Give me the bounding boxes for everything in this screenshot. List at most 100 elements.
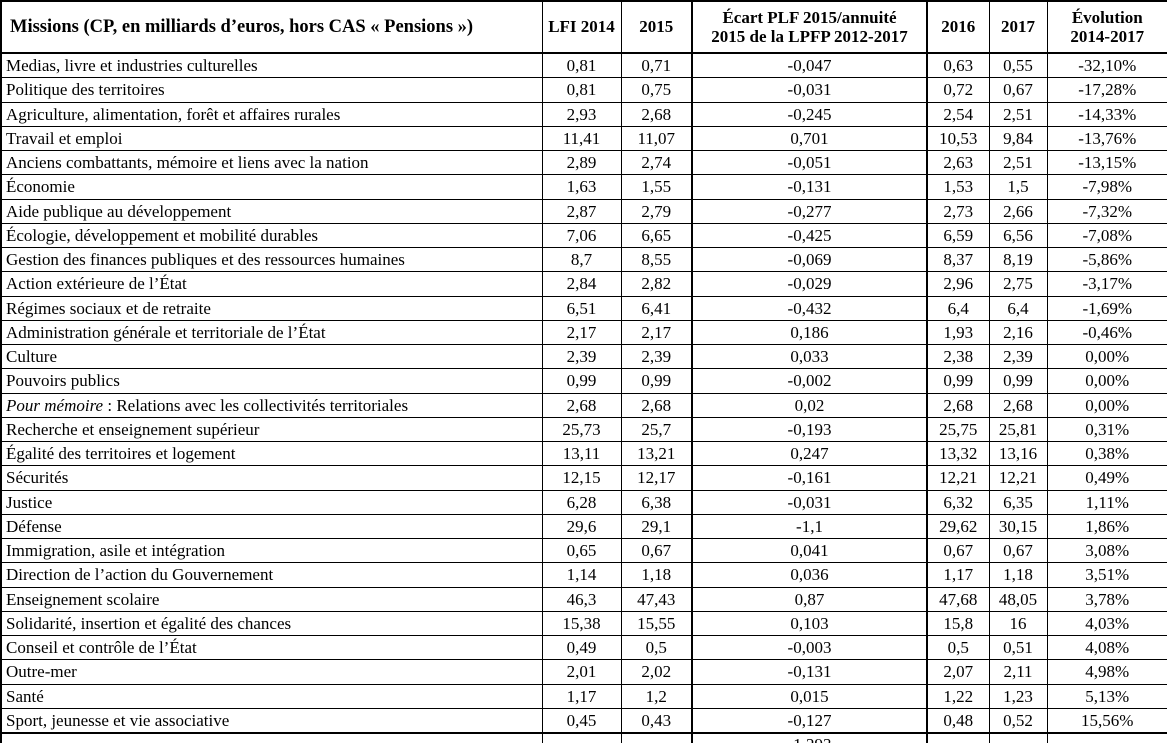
cell-2017: 6,56 bbox=[988, 222, 1048, 249]
cell-ecart: 0,186 bbox=[691, 319, 928, 346]
cell-2017: 0,52 bbox=[988, 707, 1048, 734]
cell-2015: 11,07 bbox=[620, 125, 693, 152]
cell-lfi-2014: 46,3 bbox=[541, 586, 622, 612]
column-header-ecart-line2: 2015 de la LPFP 2012-2017 bbox=[711, 27, 908, 46]
cell-2016: 0,5 bbox=[926, 634, 990, 661]
mission-label: Pouvoirs publics bbox=[0, 368, 543, 394]
cell-lfi-2014: 0,49 bbox=[541, 634, 622, 661]
mission-label: Défense bbox=[0, 513, 543, 540]
cell-lfi-2014: 7,06 bbox=[541, 222, 622, 249]
mission-label: Sport, jeunesse et vie associative bbox=[0, 707, 543, 734]
cell-2017: 0,99 bbox=[988, 368, 1048, 394]
cell-2015: 1,2 bbox=[620, 683, 693, 709]
cell-evolution: -13,15% bbox=[1046, 149, 1167, 176]
cell-ecart: -0,425 bbox=[691, 222, 928, 249]
cell-2017: 0,51 bbox=[988, 634, 1048, 661]
cell-lfi-2014: 1,14 bbox=[541, 562, 622, 588]
header-row: Missions (CP, en milliards d’euros, hors… bbox=[0, 0, 1167, 54]
cell-lfi-2014: 1,17 bbox=[541, 683, 622, 709]
table-row: Administration générale et territoriale … bbox=[0, 319, 1167, 346]
cell-2016: 29,62 bbox=[926, 513, 990, 540]
mission-label: Travail et emploi bbox=[0, 125, 543, 152]
cell-lfi-2014: 2,93 bbox=[541, 101, 622, 127]
mission-label: Conseil et contrôle de l’État bbox=[0, 634, 543, 661]
cell-2016: 6,59 bbox=[926, 222, 990, 249]
cell-lfi-2014: 12,15 bbox=[541, 465, 622, 491]
cell-2015: 47,43 bbox=[620, 586, 693, 612]
column-header-missions: Missions (CP, en milliards d’euros, hors… bbox=[0, 0, 543, 54]
cell-2017: 9,84 bbox=[988, 125, 1048, 152]
table-row: Régimes sociaux et de retraite 6,51 6,41 -0… bbox=[0, 295, 1167, 321]
cell-2017: 8,19 bbox=[988, 246, 1048, 273]
cell-lfi-2014: 2,68 bbox=[541, 392, 622, 418]
cell-ecart: -0,131 bbox=[691, 659, 928, 685]
cell-evolution: 0,00% bbox=[1046, 368, 1167, 394]
cell-2015: 29,1 bbox=[620, 513, 693, 540]
cell-lfi-2014: 2,89 bbox=[541, 149, 622, 176]
cell-2015: 8,55 bbox=[620, 246, 693, 273]
cell-2015: 1,55 bbox=[620, 174, 693, 200]
cell-2015: 2,68 bbox=[620, 392, 693, 418]
cell-2016: 25,75 bbox=[926, 416, 990, 443]
cell-ecart: 0,02 bbox=[691, 392, 928, 418]
cell-2016: 2,38 bbox=[926, 343, 990, 370]
cell-evolution: 0,00% bbox=[1046, 343, 1167, 370]
cell-lfi-2014: 25,73 bbox=[541, 416, 622, 443]
cell-2016: 0,63 bbox=[926, 52, 990, 79]
table-row: Anciens combattants, mémoire et liens av… bbox=[0, 149, 1167, 176]
mission-label: Santé bbox=[0, 683, 543, 709]
table-row: Culture 2,39 2,39 0,033 2,38 2,39 0,00% bbox=[0, 343, 1167, 370]
cell-2016: 0,99 bbox=[926, 368, 990, 394]
cell-2017: 2,39 bbox=[988, 343, 1048, 370]
cell-2016: 47,68 bbox=[926, 586, 990, 612]
cell-evolution: 0,00% bbox=[1046, 392, 1167, 418]
cell-ecart: 0,033 bbox=[691, 343, 928, 370]
table-row: Santé 1,17 1,2 0,015 1,22 1,23 5,13% bbox=[0, 683, 1167, 709]
table-row: Défense 29,6 29,1 -1,1 29,62 30,15 1,86% bbox=[0, 513, 1167, 540]
table-row: Aide publique au développement 2,87 2,79 -0… bbox=[0, 198, 1167, 224]
table-row: Sécurités 12,15 12,17 -0,161 12,21 12,21 0,49% bbox=[0, 465, 1167, 491]
mission-label: Pour mémoire : Relations avec les collec… bbox=[0, 392, 543, 418]
cell-evolution: -0,46% bbox=[1046, 319, 1167, 346]
cell-2016: 2,07 bbox=[926, 659, 990, 685]
table-row: Solidarité, insertion et égalité des cha… bbox=[0, 610, 1167, 637]
cell-2017: 12,21 bbox=[988, 465, 1048, 491]
cell-lfi-2014: 0,45 bbox=[541, 707, 622, 734]
cell-2015: 15,55 bbox=[620, 610, 693, 637]
cell-evolution: -7,08% bbox=[1046, 222, 1167, 249]
cell-2016: 1,93 bbox=[926, 319, 990, 346]
table-row: Gestion des finances publiques et des re… bbox=[0, 246, 1167, 273]
mission-label: Agriculture, alimentation, forêt et affa… bbox=[0, 101, 543, 127]
total-2016: 211,3 bbox=[926, 732, 990, 743]
cell-ecart: -0,003 bbox=[691, 634, 928, 661]
cell-2017: 6,4 bbox=[988, 295, 1048, 321]
cell-lfi-2014: 2,87 bbox=[541, 198, 622, 224]
cell-2017: 1,5 bbox=[988, 174, 1048, 200]
cell-evolution: -13,76% bbox=[1046, 125, 1167, 152]
table-row: Justice 6,28 6,38 -0,031 6,32 6,35 1,11% bbox=[0, 489, 1167, 515]
mission-label: Économie bbox=[0, 174, 543, 200]
cell-2017: 0,55 bbox=[988, 52, 1048, 79]
cell-ecart: 0,87 bbox=[691, 586, 928, 612]
mission-label: Medias, livre et industries culturelles bbox=[0, 52, 543, 79]
table-row: Économie 1,63 1,55 -0,131 1,53 1,5 -7,98% bbox=[0, 174, 1167, 200]
cell-lfi-2014: 8,7 bbox=[541, 246, 622, 273]
cell-evolution: 1,11% bbox=[1046, 489, 1167, 515]
cell-ecart: -0,277 bbox=[691, 198, 928, 224]
mission-label: Culture bbox=[0, 343, 543, 370]
cell-ecart: -0,051 bbox=[691, 149, 928, 176]
cell-ecart: 0,103 bbox=[691, 610, 928, 637]
cell-2015: 13,21 bbox=[620, 440, 693, 467]
cell-2017: 16 bbox=[988, 610, 1048, 637]
cell-lfi-2014: 0,81 bbox=[541, 52, 622, 79]
cell-2017: 0,67 bbox=[988, 537, 1048, 564]
cell-2015: 2,68 bbox=[620, 101, 693, 127]
cell-ecart: 0,247 bbox=[691, 440, 928, 467]
cell-2017: 48,05 bbox=[988, 586, 1048, 612]
cell-evolution: 4,03% bbox=[1046, 610, 1167, 637]
cell-ecart: -0,002 bbox=[691, 368, 928, 394]
cell-evolution: 0,31% bbox=[1046, 416, 1167, 443]
cell-2016: 1,53 bbox=[926, 174, 990, 200]
cell-ecart: 0,701 bbox=[691, 125, 928, 152]
cell-2015: 0,99 bbox=[620, 368, 693, 394]
